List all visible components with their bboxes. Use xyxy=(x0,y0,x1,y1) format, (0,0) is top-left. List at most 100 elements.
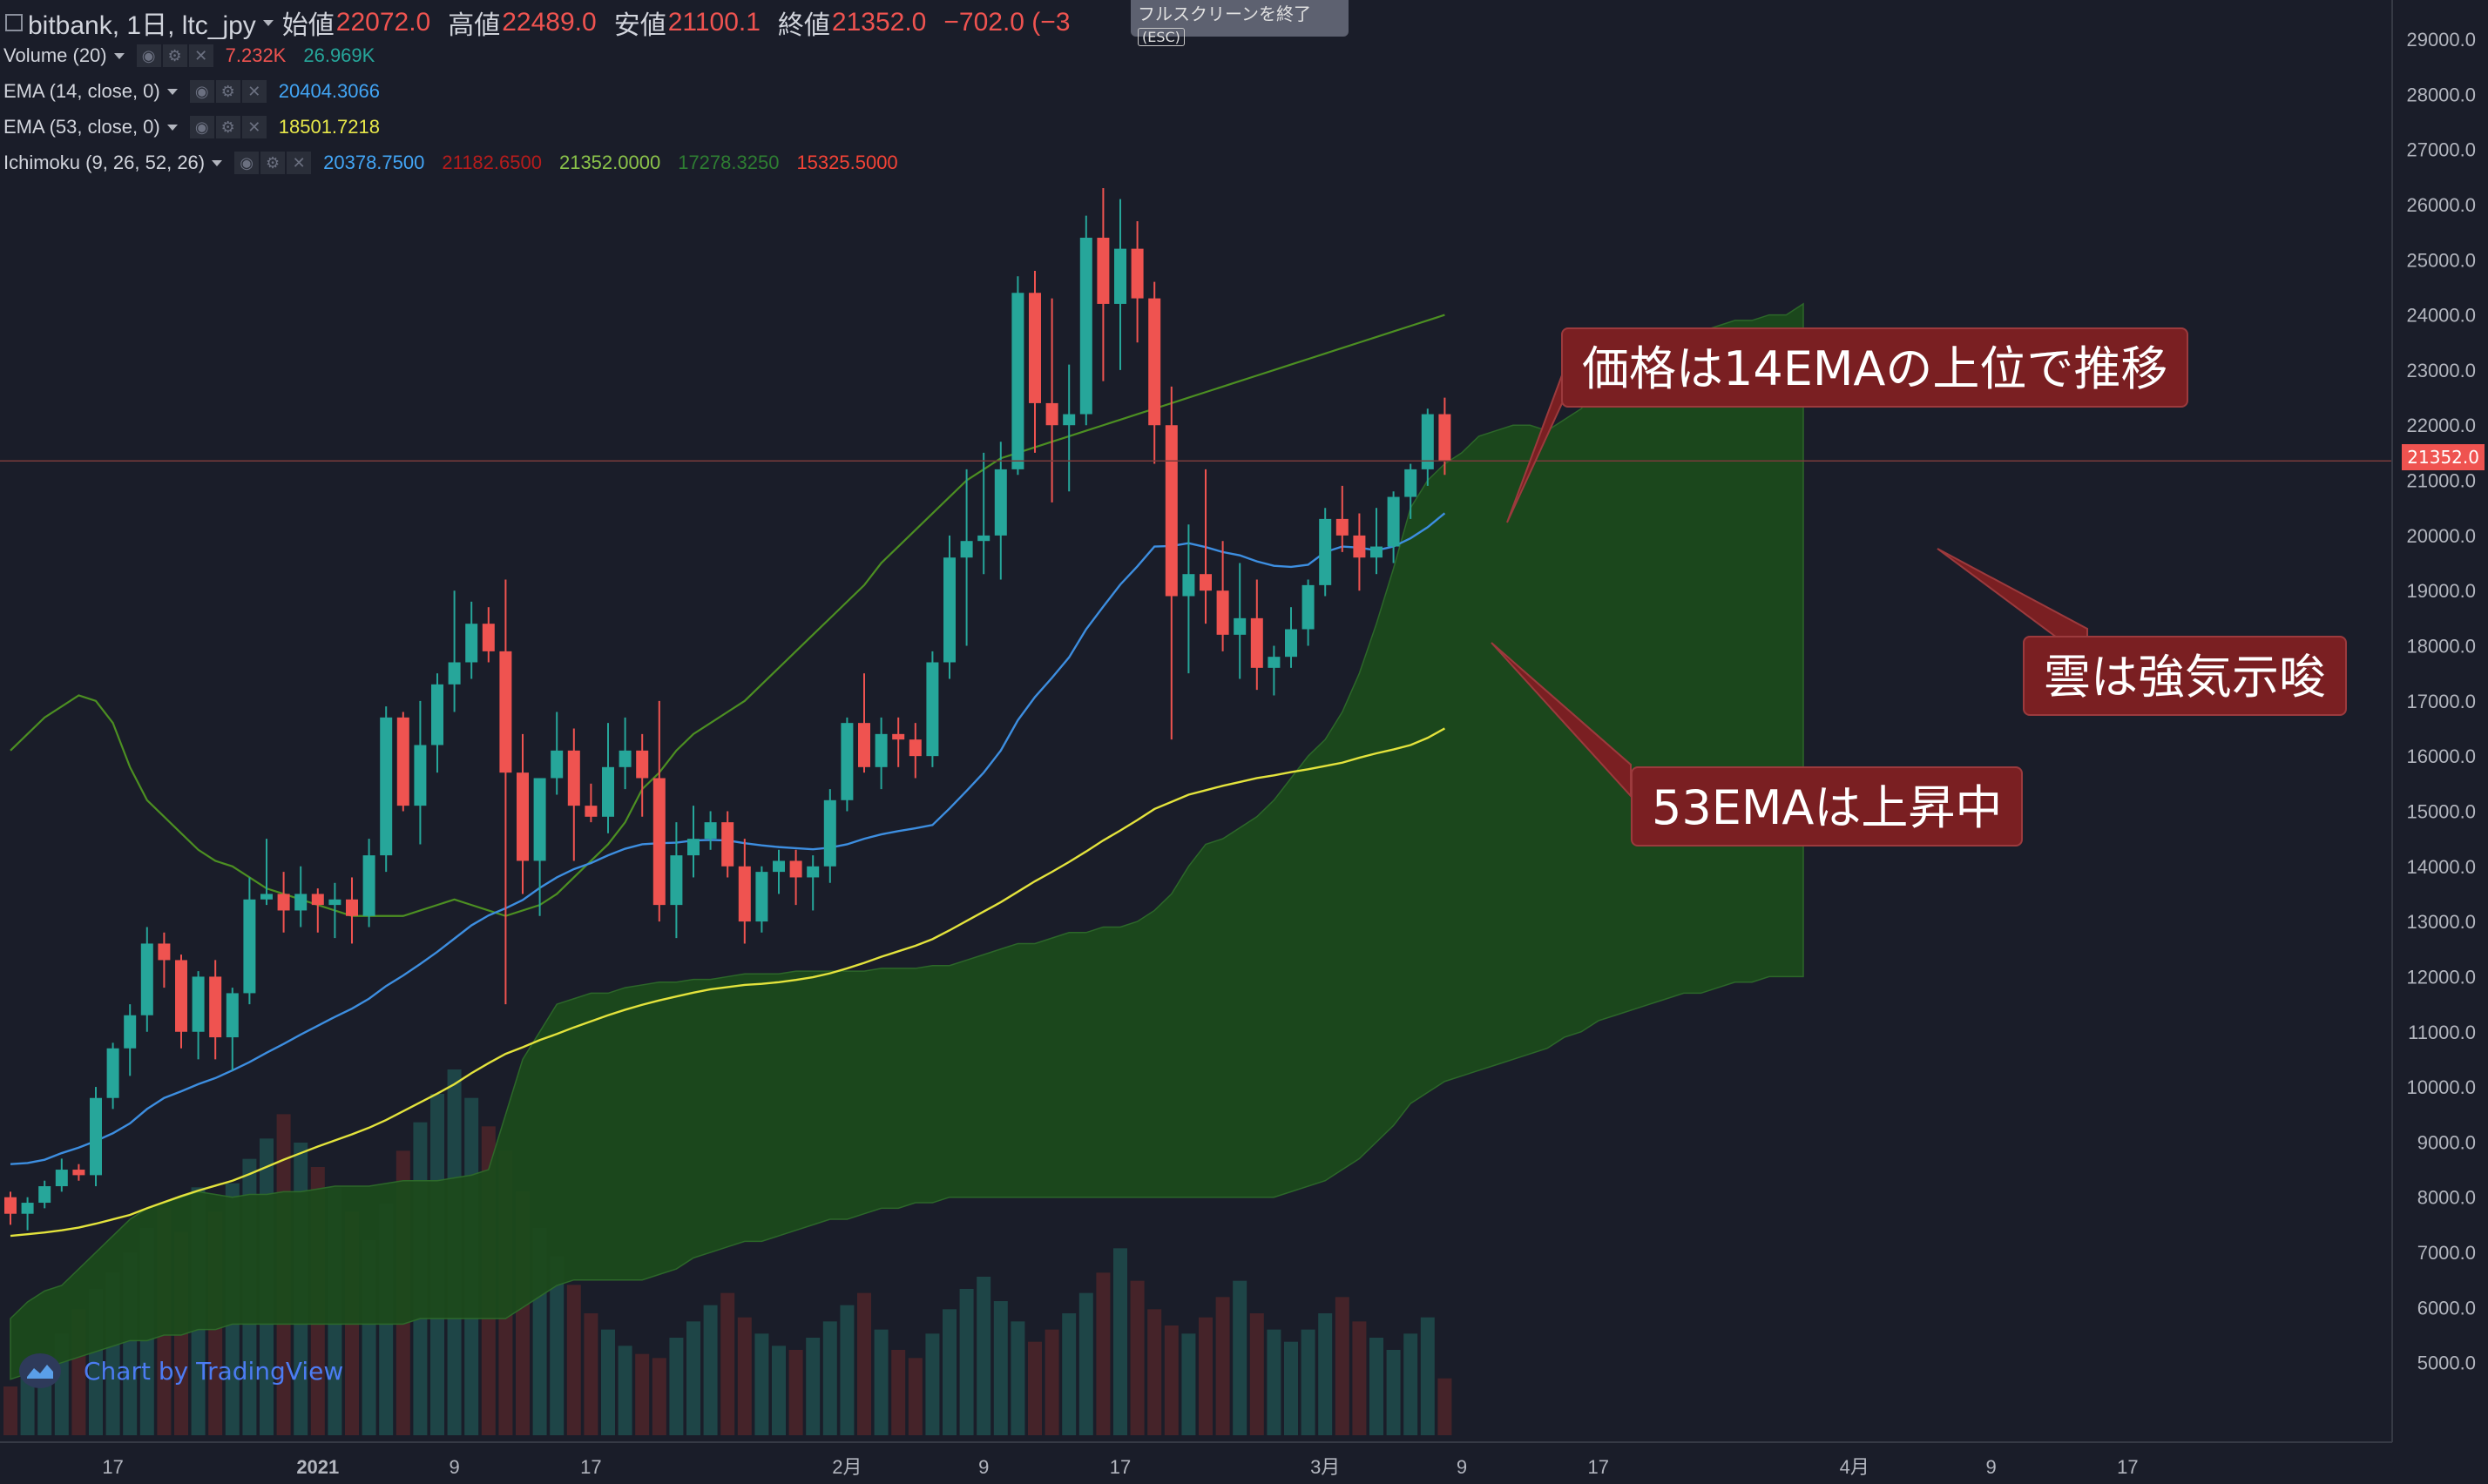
indicator-name[interactable]: Volume (20) xyxy=(3,44,107,66)
indicator-name[interactable]: EMA (53, close, 0) xyxy=(3,116,160,138)
indicator-volume[interactable]: Volume (20) ◉ ⚙ ✕ 7.232K 26.969K xyxy=(3,40,392,71)
ohlc-high-value: 22489.0 xyxy=(502,8,597,37)
volume-bar xyxy=(550,1256,565,1435)
close-icon[interactable]: ✕ xyxy=(241,116,267,138)
candle-body xyxy=(158,943,171,961)
gear-icon[interactable]: ⚙ xyxy=(215,116,240,138)
eye-icon[interactable]: ◉ xyxy=(189,80,214,103)
ohlc-low-value: 21100.1 xyxy=(667,8,761,37)
candle-body xyxy=(1387,496,1400,547)
candle-body xyxy=(21,1203,34,1214)
eye-icon[interactable]: ◉ xyxy=(189,116,214,138)
volume-bar xyxy=(822,1321,837,1435)
collapse-icon[interactable] xyxy=(5,14,23,31)
volume-bar xyxy=(1147,1309,1162,1435)
indicator-name[interactable]: Ichimoku (9, 26, 52, 26) xyxy=(3,152,206,173)
volume-bar xyxy=(635,1353,650,1435)
candle-body xyxy=(943,557,956,663)
volume-bar xyxy=(1318,1313,1333,1435)
annotation-ema53-rising[interactable]: 53EMAは上昇中 xyxy=(1631,766,2024,847)
indicator-ema14[interactable]: EMA (14, close, 0) ◉ ⚙ ✕ 20404.3066 xyxy=(3,76,397,107)
chevron-down-icon[interactable] xyxy=(113,52,125,59)
tradingview-branding[interactable]: Chart by TradingView xyxy=(19,1353,343,1388)
chevron-down-icon[interactable] xyxy=(166,124,178,131)
candle-body xyxy=(294,894,308,911)
candle-body xyxy=(226,993,239,1038)
candle-body xyxy=(72,1170,85,1176)
indicator-ichimoku[interactable]: Ichimoku (9, 26, 52, 26) ◉ ⚙ ✕ 20378.7500 … xyxy=(3,147,916,179)
ohlc-open-label: 始値 xyxy=(281,11,335,40)
candle-body xyxy=(773,860,785,873)
eye-icon[interactable]: ◉ xyxy=(136,44,161,67)
candle-body xyxy=(38,1186,51,1204)
close-icon[interactable]: ✕ xyxy=(287,152,312,174)
chevron-down-icon[interactable] xyxy=(212,159,223,166)
candle-body xyxy=(1182,574,1195,597)
candle-body xyxy=(346,899,358,916)
price-axis-label: 10000.0 xyxy=(2406,1076,2476,1098)
price-axis-label: 23000.0 xyxy=(2406,360,2476,381)
candle-body xyxy=(311,894,324,906)
close-icon[interactable]: ✕ xyxy=(188,44,213,67)
gear-icon[interactable]: ⚙ xyxy=(215,80,240,103)
indicator-value: 21182.6500 xyxy=(442,152,542,173)
candle-body xyxy=(551,750,564,779)
indicator-ema53[interactable]: EMA (53, close, 0) ◉ ⚙ ✕ 18501.7218 xyxy=(3,111,397,143)
volume-bar xyxy=(703,1305,718,1435)
time-axis-label: 17 xyxy=(102,1456,123,1478)
tradingview-logo-icon xyxy=(19,1353,61,1388)
symbol-title[interactable]: bitbank, 1日, ltc_jpy xyxy=(28,11,256,40)
volume-bar xyxy=(1181,1333,1196,1435)
volume-bar xyxy=(3,1386,17,1435)
volume-bar xyxy=(1335,1297,1349,1435)
close-icon[interactable]: ✕ xyxy=(241,80,267,103)
volume-bar xyxy=(652,1358,666,1435)
chevron-down-icon[interactable] xyxy=(166,88,178,95)
eye-icon[interactable]: ◉ xyxy=(234,152,260,174)
candle-body xyxy=(926,662,939,757)
volume-bar xyxy=(1420,1317,1435,1435)
candle-body xyxy=(431,684,443,745)
candle-body xyxy=(4,1197,17,1214)
candle-body xyxy=(192,976,205,1032)
time-axis-label: 2月 xyxy=(832,1456,862,1478)
chevron-down-icon[interactable] xyxy=(262,19,274,26)
candle-body xyxy=(704,822,717,840)
price-axis-label: 8000.0 xyxy=(2417,1187,2476,1209)
ohlc-high-label: 高値 xyxy=(448,11,501,40)
volume-bar xyxy=(1078,1292,1093,1435)
gear-icon[interactable]: ⚙ xyxy=(260,152,286,174)
indicator-value: 20404.3066 xyxy=(278,80,380,102)
volume-bar xyxy=(754,1333,769,1435)
candle-body xyxy=(533,778,546,861)
volume-bar xyxy=(857,1292,871,1435)
price-axis-label: 25000.0 xyxy=(2406,249,2476,271)
gear-icon[interactable]: ⚙ xyxy=(162,44,187,67)
candle-body xyxy=(362,855,375,916)
candle-body xyxy=(721,822,734,867)
annotation-price-above-ema14[interactable]: 価格は14EMAの上位で推移 xyxy=(1561,327,2189,408)
volume-bar xyxy=(977,1277,991,1435)
time-axis-label: 9 xyxy=(1457,1456,1467,1478)
time-axis-label: 17 xyxy=(1588,1456,1609,1478)
volume-bar xyxy=(908,1358,923,1435)
candle-body xyxy=(1216,590,1229,635)
annotation-cloud-bullish[interactable]: 雲は強気示唆 xyxy=(2023,636,2347,716)
candle-body xyxy=(909,739,922,757)
indicator-name[interactable]: EMA (14, close, 0) xyxy=(3,80,160,102)
volume-bar xyxy=(1386,1350,1401,1435)
candle-body xyxy=(1011,293,1024,469)
volume-bar xyxy=(788,1350,803,1435)
volume-bar xyxy=(1267,1329,1281,1435)
candle-body xyxy=(1421,414,1434,469)
price-axis-label: 14000.0 xyxy=(2406,856,2476,878)
volume-bar xyxy=(925,1333,940,1435)
candle-body xyxy=(892,733,905,740)
volume-bar xyxy=(959,1289,974,1435)
candle-body xyxy=(1353,535,1366,558)
price-axis-label: 26000.0 xyxy=(2406,194,2476,216)
exit-fullscreen-notice[interactable]: フルスクリーンを終了 (ESC) xyxy=(1131,0,1349,46)
ohlc-low-label: 安値 xyxy=(613,11,666,40)
